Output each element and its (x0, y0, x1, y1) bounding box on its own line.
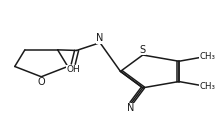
Text: CH₃: CH₃ (199, 82, 215, 91)
Text: O: O (37, 77, 45, 87)
Text: OH: OH (66, 65, 80, 74)
Text: CH₃: CH₃ (199, 52, 215, 61)
Text: N: N (96, 33, 104, 43)
Text: N: N (127, 103, 134, 113)
Text: S: S (140, 45, 146, 55)
